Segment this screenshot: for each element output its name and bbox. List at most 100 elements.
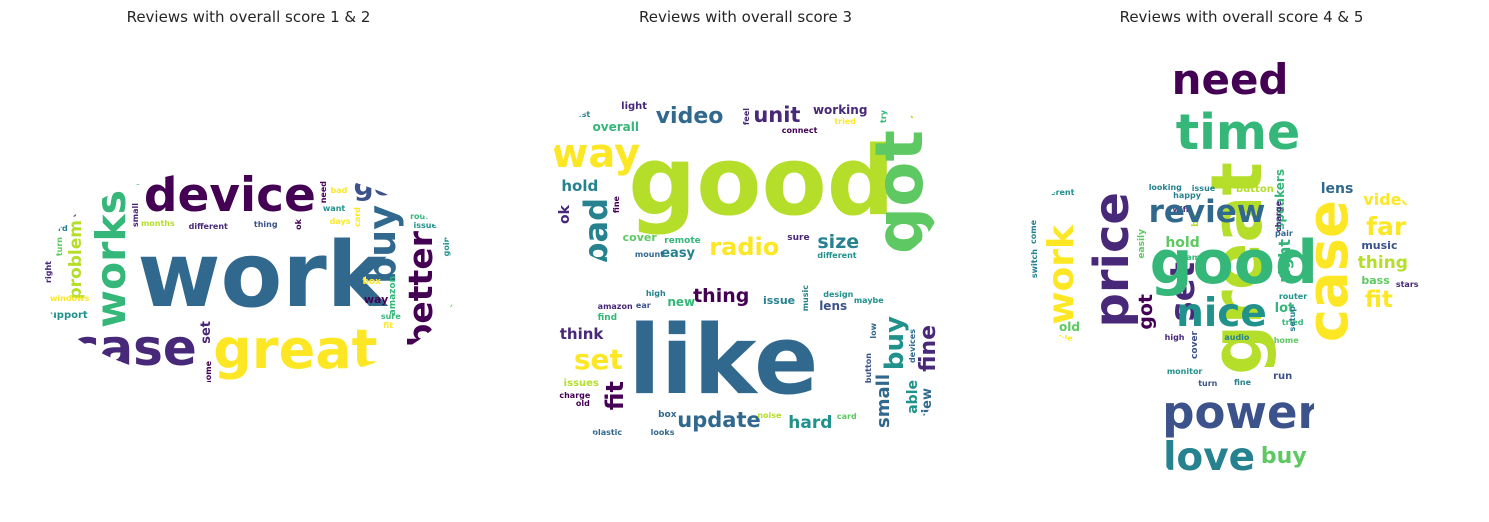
panel-score-1-2: Reviews with overall score 1 & 2 work gre…: [0, 0, 497, 522]
cloud-word: return: [392, 357, 450, 377]
cloud-word: unit: [753, 103, 801, 128]
cloud-word: got: [353, 168, 407, 202]
cloud-word: fine: [1233, 377, 1252, 387]
cloud-word: tried: [834, 116, 856, 126]
cloud-word: amazon: [597, 301, 633, 311]
cloud-word: came: [1181, 253, 1206, 263]
cloud-word: size: [817, 230, 860, 253]
word-cloud-bottom: like set buy fit fine update thing small hard thi…: [548, 282, 944, 440]
cloud-word: old: [575, 399, 590, 409]
cloud-word: high: [1164, 332, 1185, 342]
cloud-word: good: [1149, 227, 1318, 298]
cloud-word: box: [362, 276, 381, 287]
cloud-word: time: [1175, 104, 1301, 161]
cloud-word: design: [823, 289, 854, 299]
cloud-word: card: [353, 206, 363, 227]
cloud-word: fine: [916, 325, 942, 373]
panel-title: Reviews with overall score 4 & 5: [1119, 8, 1364, 26]
cloud-word: ok: [294, 218, 304, 230]
cloud-word: looking: [1148, 183, 1182, 193]
cloud-word: bad: [330, 185, 348, 195]
cloud-word: case: [1296, 199, 1362, 342]
panel-score-4-5: Reviews with overall score 4 & 5 great ti…: [994, 0, 1489, 522]
cloud-word: music: [800, 284, 810, 311]
cloud-word: hold: [1165, 234, 1200, 251]
cloud-word: able: [904, 380, 921, 414]
cloud-word: button: [1236, 183, 1274, 195]
word-cloud-horizontal-bar: good case price nice work review far fit got thin…: [1024, 180, 1424, 345]
cloud-word: case: [69, 318, 197, 377]
cloud-word: money: [47, 207, 78, 217]
cloud-word: got: [861, 129, 939, 254]
cloud-word: box: [658, 409, 677, 420]
cloud-word: work: [1041, 225, 1083, 325]
word-cloud-top: good got way bad radio video unit size hold ok eas…: [548, 100, 944, 265]
cloud-word: reviews: [104, 178, 140, 188]
cloud-word: better: [400, 230, 440, 348]
cloud-word: pair: [1274, 228, 1293, 238]
panel-score-3: Reviews with overall score 3 good got way b…: [497, 0, 994, 522]
cloud-word: cheap: [64, 178, 92, 188]
cloud-word: issue: [762, 294, 796, 308]
cloud-word: way: [551, 131, 641, 178]
cloud-word: fit: [383, 320, 394, 330]
cloud-word: audio: [1224, 333, 1250, 343]
cloud-word: turn: [1198, 379, 1218, 389]
cloud-word: think: [559, 324, 604, 343]
cloud-word: lot: [1274, 300, 1295, 316]
cloud-word: remote: [664, 235, 701, 246]
cloud-word: switch: [1029, 249, 1039, 279]
cloud-word: fit: [1364, 287, 1393, 314]
cloud-word: works: [87, 190, 136, 328]
cloud-word: sure: [787, 233, 810, 244]
cloud-word: different: [1035, 187, 1075, 197]
cloud-word: able: [1053, 333, 1073, 343]
cloud-word: issues: [563, 378, 599, 390]
cloud-word: set: [198, 321, 214, 345]
cloud-word: card: [836, 412, 857, 422]
cloud-word: thing: [693, 285, 750, 308]
cloud-word: new: [408, 181, 460, 210]
cloud-word: sure: [380, 312, 401, 322]
cloud-word: easy: [661, 246, 696, 262]
cloud-word: support: [43, 310, 88, 322]
cloud-word: new: [667, 294, 696, 309]
cloud-word: high: [645, 289, 666, 299]
cloud-word: tried: [1281, 317, 1304, 327]
cloud-word: lens: [819, 299, 848, 314]
cloud-word: days: [329, 216, 351, 226]
cloud-word: need: [318, 180, 328, 204]
cloud-word: set: [573, 343, 623, 377]
cloud-word: different: [817, 251, 857, 261]
cloud-word: bad: [577, 197, 615, 265]
cloud-word: light: [621, 101, 648, 113]
cloud-word: great: [213, 318, 378, 382]
cloud-word: bass: [1361, 274, 1390, 288]
cloud-word: thing: [1357, 253, 1408, 274]
cloud-word: charge: [1274, 201, 1284, 233]
cloud-word: devices: [907, 329, 917, 364]
cloud-word: device: [143, 168, 316, 223]
cloud-word: price: [1084, 192, 1141, 328]
cloud-word: buy: [360, 204, 405, 284]
cloud-word: looks: [650, 427, 675, 437]
cloud-word: maybe: [853, 295, 884, 305]
cloud-word: far: [1366, 212, 1407, 242]
cloud-word: need: [1171, 55, 1289, 105]
cloud-word: small: [131, 203, 141, 227]
cloud-word: buy: [879, 316, 910, 371]
cloud-word: happy: [1173, 190, 1201, 200]
cloud-word: buy: [1260, 444, 1307, 470]
cloud-word: got: [1135, 293, 1158, 330]
cloud-word: fine: [612, 195, 622, 213]
cloud-word: home: [1273, 336, 1299, 346]
cloud-word: issues: [413, 221, 442, 231]
cloud-word: ear: [635, 301, 651, 311]
cloud-word: charger: [46, 199, 81, 209]
cloud-word: hard: [788, 412, 833, 433]
cloud-word: right: [44, 260, 54, 283]
cloud-word: review: [920, 388, 936, 438]
cloud-word: radio: [709, 233, 780, 262]
cloud-word: price: [448, 304, 458, 327]
cloud-word: charge: [559, 391, 591, 401]
